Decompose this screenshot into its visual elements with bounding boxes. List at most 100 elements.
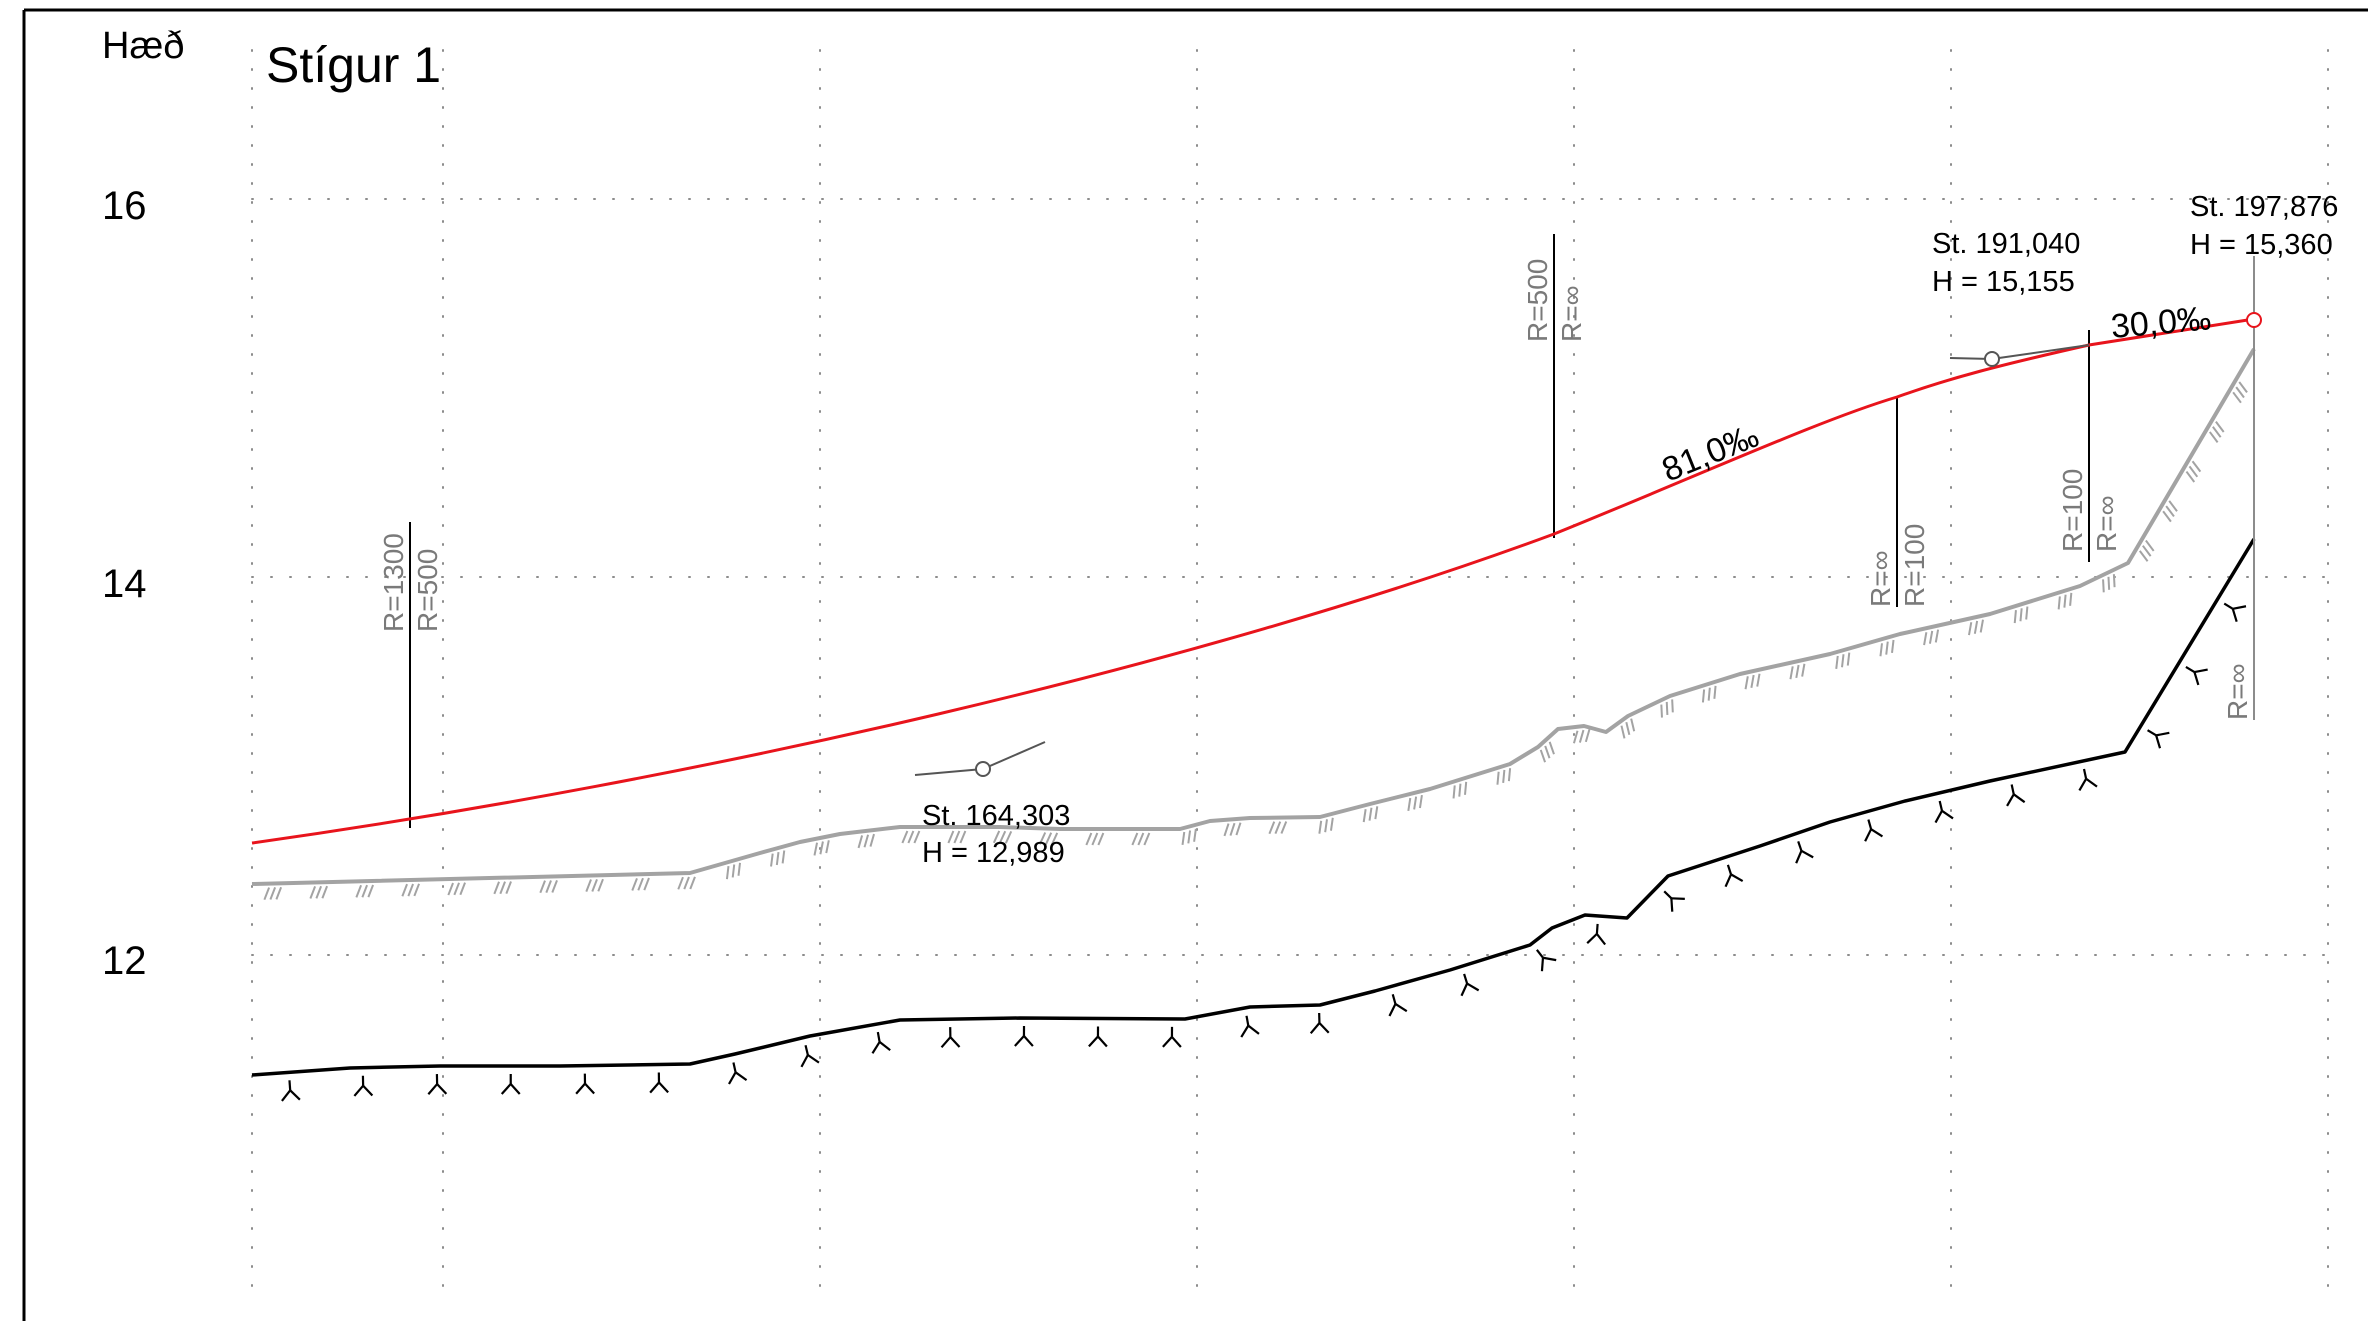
bedrock-tick-mark bbox=[728, 1071, 737, 1085]
ground-hatch-mark bbox=[447, 882, 454, 896]
ground-hatch-mark bbox=[1630, 718, 1636, 732]
ground-hatch-mark bbox=[1979, 619, 1984, 633]
drawing-frame bbox=[22, 8, 2368, 1321]
ground-hatch-mark bbox=[731, 864, 736, 878]
ground-hatch-mark bbox=[1223, 823, 1230, 837]
radius-label: R=∞ bbox=[1556, 285, 1587, 342]
bedrock-tick-mark bbox=[1726, 864, 1733, 875]
ground-hatch-mark bbox=[637, 877, 644, 891]
bedrock-line bbox=[251, 538, 2256, 1077]
ground-hatch-mark bbox=[1968, 622, 1973, 636]
bedrock-tick-mark bbox=[2155, 731, 2170, 737]
ground-hatch-mark bbox=[825, 840, 830, 854]
bedrock-tick-mark bbox=[1014, 1035, 1025, 1047]
ground-hatch-mark bbox=[631, 877, 638, 891]
ground-hatch-mark bbox=[1923, 632, 1928, 646]
ground-hatch-mark bbox=[1318, 820, 1323, 834]
ground-hatch-mark bbox=[1097, 832, 1105, 846]
ground-hatch-mark bbox=[321, 885, 329, 899]
ground-hatch-mark bbox=[1665, 701, 1669, 716]
ground-hatch-mark bbox=[819, 841, 824, 855]
ground-hatch-mark bbox=[725, 866, 730, 880]
y-tick-label: 14 bbox=[102, 562, 147, 606]
ground-hatch-mark bbox=[2069, 592, 2073, 606]
ground-hatch-mark bbox=[677, 876, 684, 890]
ground-hatch-mark bbox=[813, 842, 819, 856]
ground-hatch-mark bbox=[863, 834, 870, 848]
ground-hatch-mark bbox=[2188, 465, 2199, 478]
ground-hatch-mark bbox=[1418, 794, 1423, 809]
bedrock-tick-mark bbox=[876, 1031, 881, 1043]
radius-label: R=100 bbox=[1899, 524, 1930, 607]
bedrock-tick-mark bbox=[1596, 933, 1607, 946]
bedrock-tick-mark bbox=[734, 1071, 748, 1082]
bedrock-tick-mark bbox=[804, 1045, 809, 1056]
ground-hatch-mark bbox=[1091, 832, 1099, 846]
ground-hatch-mark bbox=[1660, 704, 1663, 718]
ground-hatch-mark bbox=[1137, 832, 1145, 846]
curve-radius-labels: R=1300 R=500 R=500 R=∞ R=∞ R=100 R=100 R… bbox=[378, 259, 2253, 720]
bedrock-tick-mark bbox=[800, 1054, 809, 1068]
bedrock-tick-mark bbox=[2006, 793, 2015, 807]
ground-hatch-mark bbox=[2112, 574, 2116, 588]
bedrock-tick-mark bbox=[289, 1089, 301, 1101]
ground-hatch-mark bbox=[1750, 674, 1755, 689]
ground-hatch-mark bbox=[1452, 785, 1456, 799]
radius-label: R=500 bbox=[412, 549, 443, 632]
ground-hatch-marks bbox=[263, 381, 2248, 901]
ground-hatch-mark bbox=[2057, 596, 2061, 610]
bedrock-tick-mark bbox=[500, 1083, 512, 1095]
ground-hatch-mark bbox=[1744, 676, 1749, 690]
ground-hatch-mark bbox=[2185, 470, 2196, 483]
height-label: H = 15,360 bbox=[2190, 229, 2333, 261]
ground-hatch-mark bbox=[1362, 809, 1367, 823]
ground-hatch-mark bbox=[1835, 655, 1839, 669]
ground-hatch-mark bbox=[1050, 832, 1059, 846]
bedrock-tick-mark bbox=[288, 1080, 292, 1091]
y-tick-label: 12 bbox=[102, 939, 147, 983]
ground-hatch-mark bbox=[1458, 783, 1462, 797]
ground-hatch-mark bbox=[269, 887, 277, 900]
bedrock-tick-mark bbox=[1795, 850, 1803, 864]
bedrock-tick-mark bbox=[1535, 949, 1544, 959]
bedrock-tick-marks bbox=[281, 602, 2247, 1102]
bedrock-tick-mark bbox=[1797, 841, 1803, 852]
ground-hatch-mark bbox=[2165, 505, 2175, 518]
bedrock-tick-mark bbox=[1542, 956, 1557, 962]
ground-hatch-mark bbox=[367, 884, 374, 898]
bedrock-tick-mark bbox=[1941, 809, 1954, 820]
bedrock-tick-mark bbox=[1730, 873, 1744, 883]
ground-hatch-mark bbox=[959, 830, 967, 844]
slope-label: 81,0‰ bbox=[1657, 417, 1764, 490]
ground-hatch-mark bbox=[459, 882, 466, 896]
bedrock-tick-mark bbox=[1670, 898, 1674, 912]
ground-hatch-mark bbox=[857, 835, 864, 849]
ground-hatch-mark bbox=[643, 877, 650, 891]
ground-hatch-mark bbox=[1841, 654, 1845, 668]
ground-hatch-mark bbox=[585, 879, 592, 892]
bedrock-tick-mark bbox=[1309, 1022, 1321, 1034]
ground-hatch-mark bbox=[1620, 725, 1626, 739]
ground-hatch-mark bbox=[953, 830, 961, 844]
station-label: St. 191,040 bbox=[1932, 228, 2080, 260]
bedrock-tick-mark bbox=[2231, 608, 2238, 622]
bedrock-tick-mark bbox=[1388, 1003, 1397, 1017]
ground-hatch-mark bbox=[413, 883, 420, 897]
ground-hatch-mark bbox=[1928, 630, 1934, 644]
ground-hatch-mark bbox=[499, 881, 506, 895]
ground-hatch-mark bbox=[2168, 500, 2178, 512]
bedrock-tick-mark bbox=[436, 1083, 448, 1095]
intersection-points bbox=[914, 344, 2090, 777]
bedrock-tick-mark bbox=[1663, 890, 1673, 900]
bedrock-tick-mark bbox=[949, 1036, 961, 1048]
ground-hatch-mark bbox=[2063, 594, 2067, 608]
bedrock-tick-mark bbox=[1938, 800, 1944, 812]
radius-label: R=∞ bbox=[2222, 663, 2253, 720]
ground-hatch-mark bbox=[1004, 830, 1013, 844]
height-label: H = 12,989 bbox=[922, 837, 1065, 869]
ground-hatch-mark bbox=[689, 876, 696, 890]
ground-hatch-mark bbox=[407, 883, 414, 897]
bedrock-tick-mark bbox=[1586, 933, 1598, 945]
ground-hatch-mark bbox=[775, 851, 780, 866]
ground-hatch-mark bbox=[1789, 666, 1794, 680]
